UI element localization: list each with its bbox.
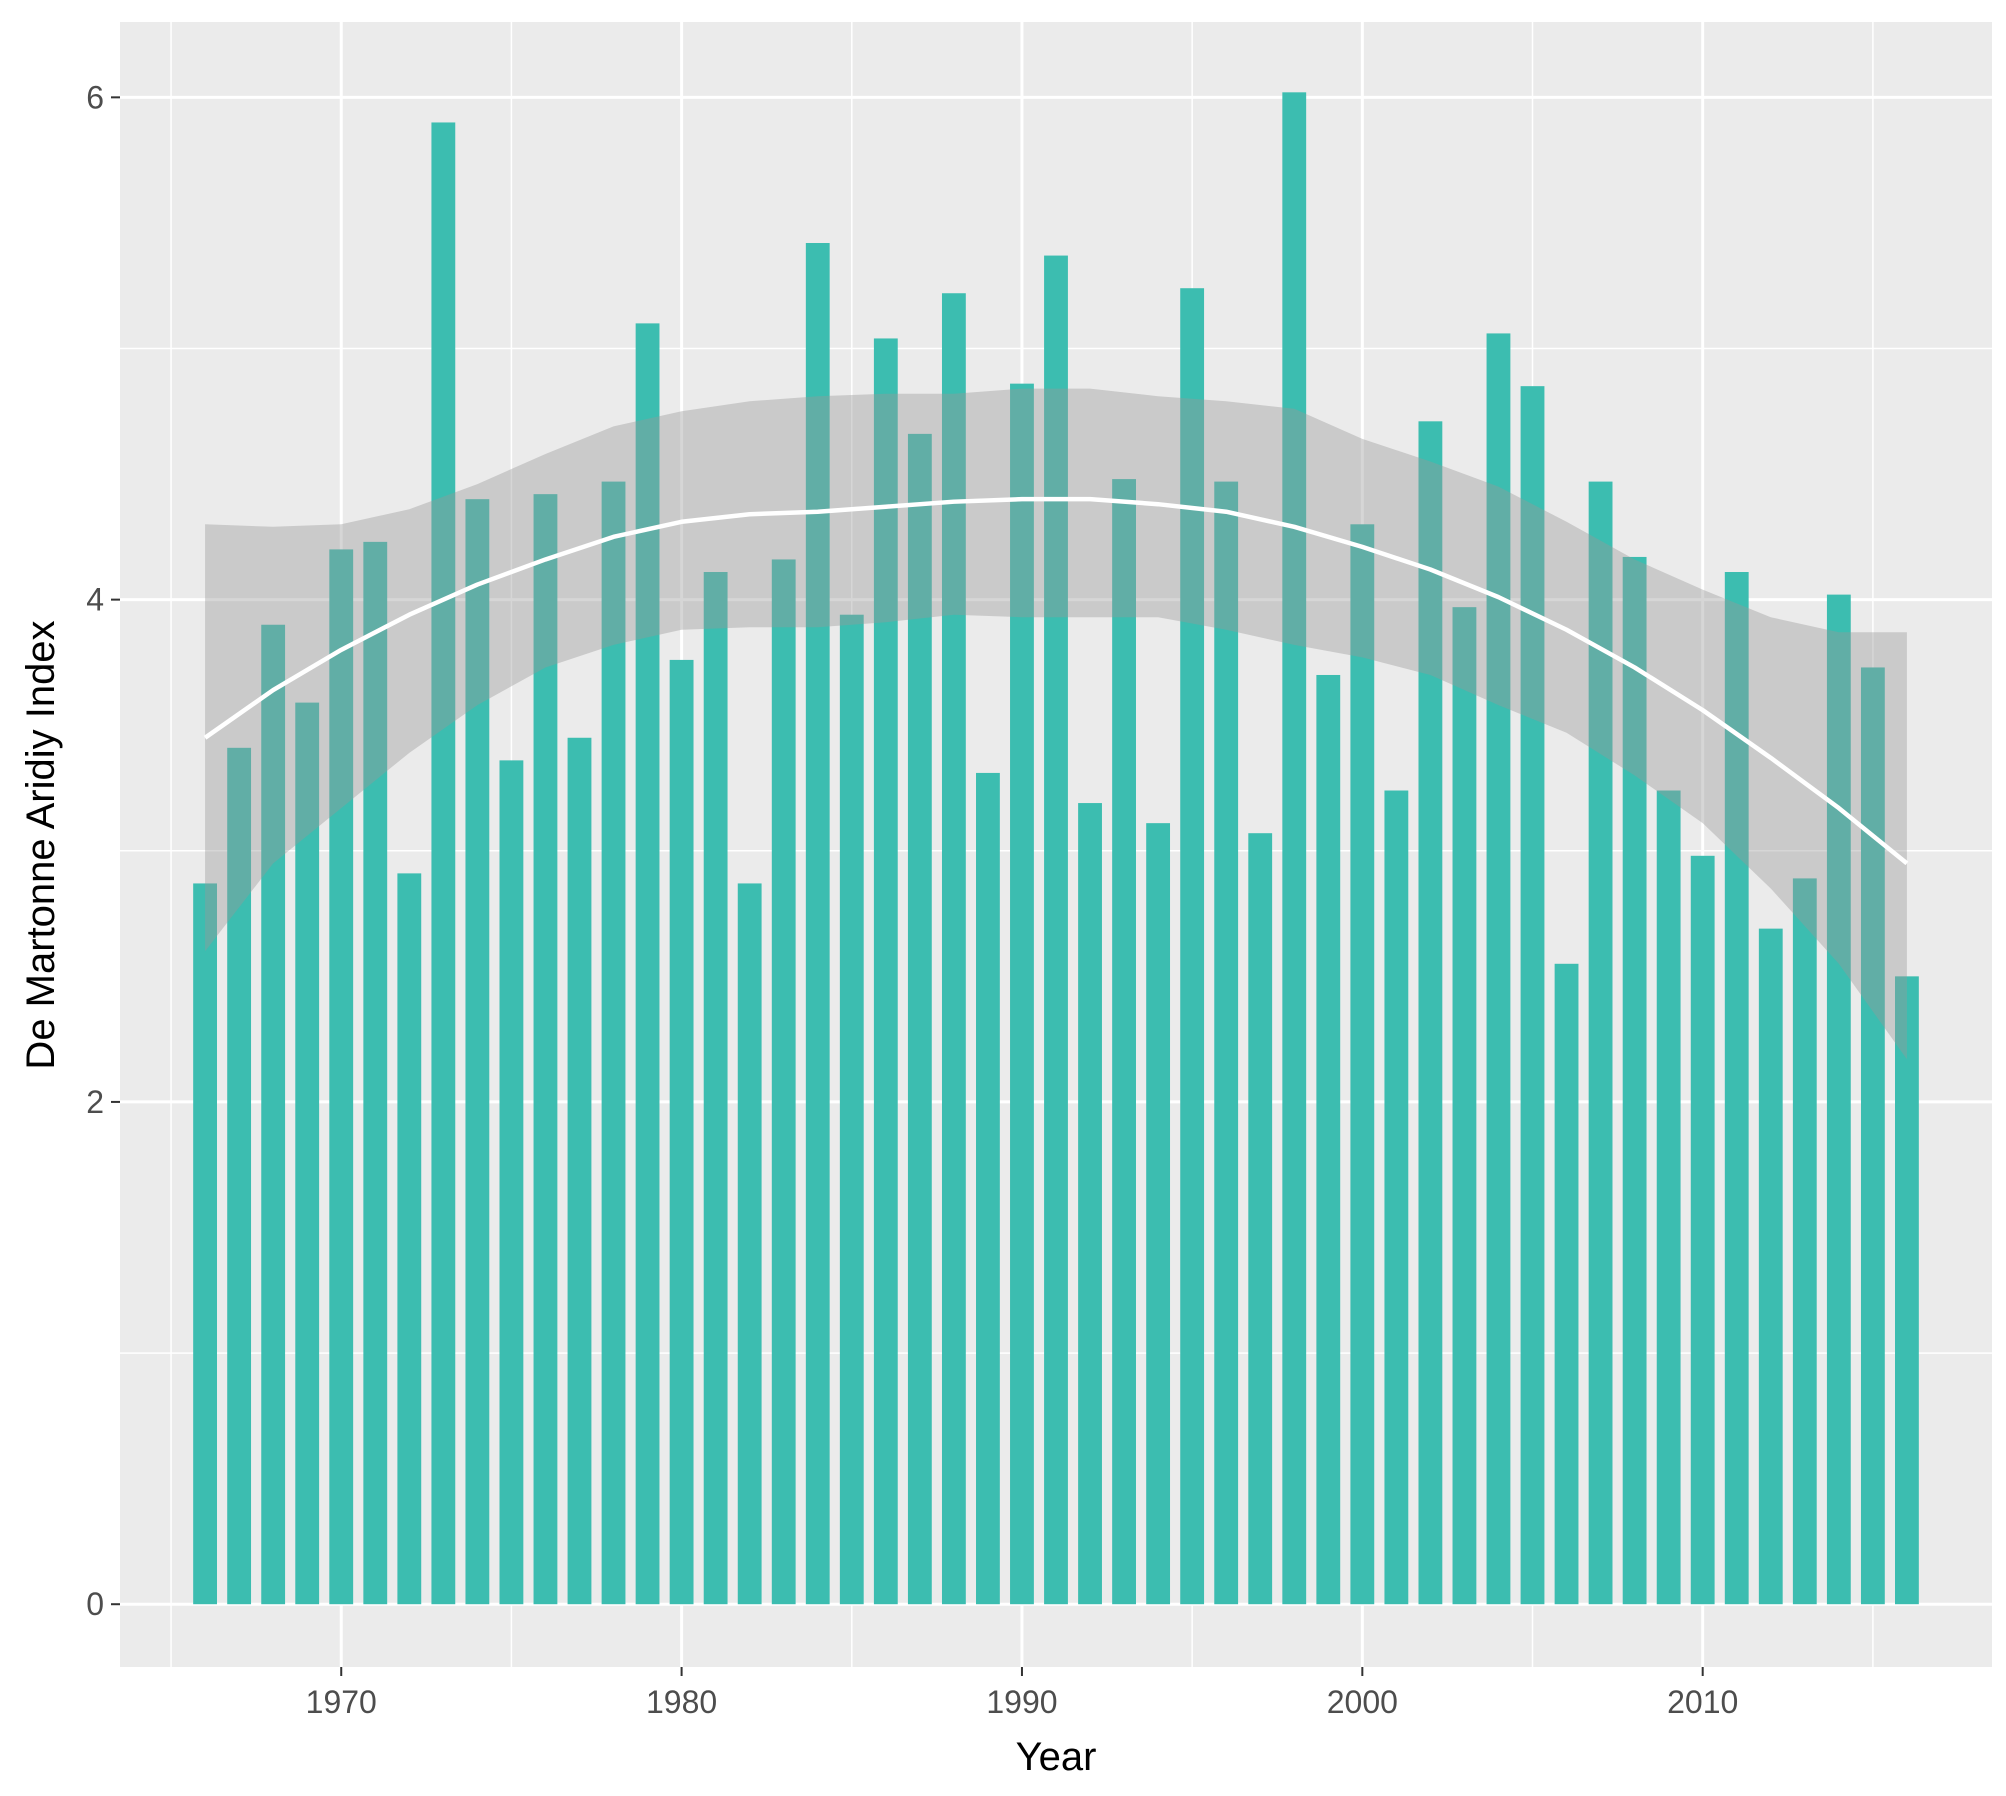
bar-2008 (1622, 556, 1647, 1605)
bar-1970 (329, 549, 354, 1605)
bar-1983 (771, 559, 796, 1605)
bar-2001 (1384, 790, 1409, 1605)
bar-1984 (805, 243, 830, 1605)
bar-1979 (635, 323, 660, 1605)
bar-2014 (1826, 594, 1851, 1605)
bar-1975 (499, 760, 524, 1605)
bar-1990 (1010, 383, 1034, 1605)
bar-1967 (227, 747, 252, 1605)
bar-2012 (1758, 928, 1783, 1605)
bar-2003 (1452, 607, 1477, 1605)
bar-1977 (567, 737, 592, 1605)
x-tick-label: 2000 (1327, 1684, 1398, 1720)
bar-1989 (976, 772, 1000, 1605)
y-tick-label: 6 (86, 79, 104, 115)
bar-1985 (839, 614, 864, 1605)
bar-2005 (1520, 386, 1545, 1605)
bar-1982 (737, 883, 762, 1605)
bar-1973 (431, 122, 456, 1605)
bars (193, 92, 1919, 1605)
bar-1994 (1146, 823, 1171, 1605)
bar-1981 (703, 572, 728, 1605)
bar-2000 (1350, 524, 1375, 1605)
bar-2009 (1656, 790, 1681, 1605)
bar-1997 (1248, 833, 1273, 1605)
bar-1993 (1112, 479, 1136, 1605)
bar-1987 (907, 433, 932, 1605)
bar-2007 (1588, 481, 1613, 1605)
x-axis: 1970 1980 1990 2000 2010 (306, 1667, 1738, 1720)
bar-1988 (941, 293, 966, 1605)
bar-2011 (1724, 572, 1749, 1605)
bar-2010 (1690, 855, 1715, 1605)
bar-1986 (873, 338, 898, 1605)
x-axis-title: Year (1016, 1735, 1097, 1779)
x-tick-label: 1990 (986, 1684, 1057, 1720)
y-tick-label: 2 (86, 1084, 104, 1120)
confidence-ribbon (205, 388, 1907, 1060)
x-tick-label: 1980 (646, 1684, 717, 1720)
bar-1995 (1180, 288, 1205, 1605)
bar-2002 (1418, 421, 1443, 1605)
y-axis-title: De Martonne Aridiy Index (19, 620, 63, 1069)
smooth-fit-line (203, 496, 1909, 866)
bar-2006 (1554, 963, 1579, 1605)
bar-2015 (1860, 667, 1885, 1605)
bar-2004 (1486, 333, 1511, 1605)
bar-1972 (397, 873, 422, 1605)
bar-1999 (1316, 674, 1341, 1605)
bar-1978 (601, 481, 626, 1605)
bar-2013 (1792, 878, 1817, 1605)
x-tick-label: 1970 (306, 1684, 377, 1720)
bar-1980 (669, 659, 694, 1605)
bar-1968 (261, 624, 286, 1605)
bar-1992 (1078, 803, 1102, 1605)
bar-1996 (1214, 481, 1239, 1605)
y-axis: 0 2 4 6 (86, 79, 120, 1622)
bar-1991 (1044, 255, 1068, 1605)
y-tick-label: 4 (86, 582, 104, 618)
bar-1966 (193, 883, 218, 1605)
bar-1971 (363, 541, 388, 1605)
bar-1974 (465, 499, 490, 1605)
bar-1998 (1282, 92, 1307, 1605)
bar-1969 (295, 702, 320, 1605)
y-tick-label: 0 (86, 1586, 104, 1622)
bar-2016 (1894, 976, 1919, 1605)
x-tick-label: 2010 (1667, 1684, 1738, 1720)
bar-1976 (533, 494, 558, 1605)
